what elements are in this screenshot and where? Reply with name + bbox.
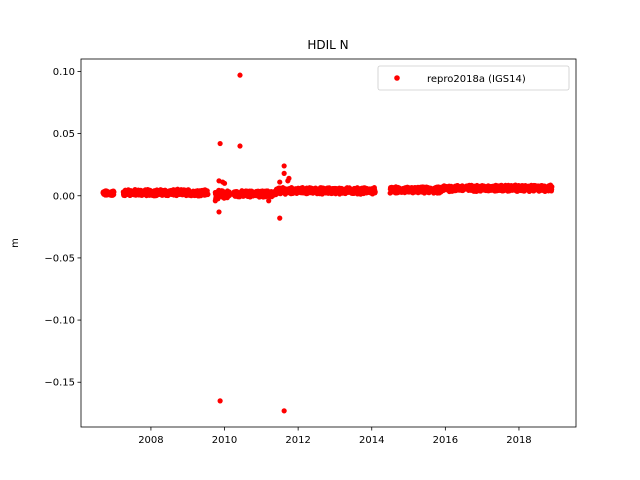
data-point-outlier [217, 140, 223, 147]
y-tick-label: 0.00 [53, 191, 75, 202]
data-point-outlier [277, 215, 283, 221]
legend-box [377, 65, 570, 91]
y-tick-label: −0.10 [44, 316, 75, 327]
y-axis-title: m [10, 238, 21, 248]
data-point [549, 184, 555, 190]
data-points [100, 72, 555, 414]
y-tick-label: 0.10 [53, 67, 75, 78]
x-tick-label: 2010 [212, 435, 237, 446]
data-point [372, 189, 378, 195]
data-point-outlier [266, 198, 272, 204]
data-point-outlier [281, 170, 287, 176]
data-point [111, 189, 117, 195]
legend-label: repro2018a (IGS14) [427, 74, 526, 85]
x-tick-label: 2016 [433, 435, 458, 446]
data-point-outlier [281, 163, 287, 169]
y-axis: 0.10 0.05 0.00 −0.05 −0.10 −0.15 [44, 67, 81, 389]
chart-title: HDIL N [307, 38, 348, 52]
legend: repro2018a (IGS14) [377, 65, 570, 91]
data-point-outlier [217, 398, 223, 404]
x-tick-label: 2012 [285, 435, 310, 446]
data-point-outlier [221, 180, 228, 186]
y-tick-label: 0.05 [53, 129, 75, 140]
data-point-outlier [285, 178, 291, 184]
x-axis: 2008 2010 2012 2014 2016 2018 [138, 427, 532, 446]
data-point-outlier [281, 408, 287, 414]
data-point-outlier [277, 179, 283, 185]
y-tick-label: −0.05 [44, 253, 75, 264]
data-point-outlier [216, 209, 222, 215]
data-point-outlier [237, 143, 243, 149]
y-tick-label: −0.15 [44, 378, 75, 389]
plot-frame [80, 58, 577, 428]
data-point [205, 191, 211, 197]
x-tick-label: 2008 [138, 435, 163, 446]
x-tick-label: 2018 [506, 435, 531, 446]
legend-marker [394, 75, 400, 81]
x-tick-label: 2014 [359, 435, 384, 446]
data-point-outlier [237, 72, 243, 78]
data-point-outlier [212, 198, 218, 204]
